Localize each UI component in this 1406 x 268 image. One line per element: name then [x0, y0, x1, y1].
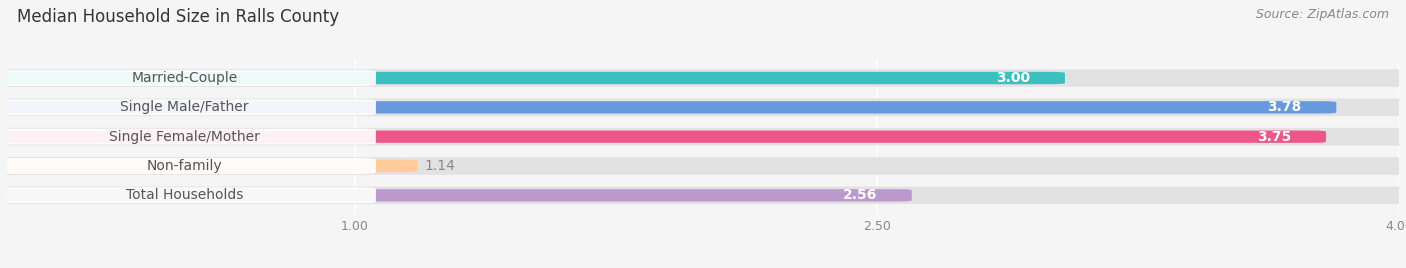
- FancyBboxPatch shape: [0, 187, 375, 203]
- FancyBboxPatch shape: [0, 187, 1406, 204]
- FancyBboxPatch shape: [0, 160, 418, 172]
- FancyBboxPatch shape: [0, 69, 1406, 87]
- Text: Source: ZipAtlas.com: Source: ZipAtlas.com: [1256, 8, 1389, 21]
- FancyBboxPatch shape: [0, 158, 375, 174]
- Text: 3.00: 3.00: [995, 71, 1031, 85]
- Text: Single Female/Mother: Single Female/Mother: [110, 130, 260, 144]
- Text: 3.78: 3.78: [1267, 100, 1302, 114]
- FancyBboxPatch shape: [0, 157, 1406, 175]
- Text: 1.14: 1.14: [425, 159, 456, 173]
- FancyBboxPatch shape: [0, 128, 1406, 146]
- FancyBboxPatch shape: [0, 99, 1406, 116]
- FancyBboxPatch shape: [0, 101, 1336, 114]
- FancyBboxPatch shape: [0, 189, 912, 202]
- Text: Median Household Size in Ralls County: Median Household Size in Ralls County: [17, 8, 339, 26]
- Text: Total Households: Total Households: [125, 188, 243, 202]
- Text: 2.56: 2.56: [842, 188, 877, 202]
- Text: 3.75: 3.75: [1257, 130, 1291, 144]
- Text: Married-Couple: Married-Couple: [131, 71, 238, 85]
- FancyBboxPatch shape: [0, 70, 375, 86]
- Text: Single Male/Father: Single Male/Father: [121, 100, 249, 114]
- Text: Non-family: Non-family: [146, 159, 222, 173]
- FancyBboxPatch shape: [0, 129, 375, 145]
- FancyBboxPatch shape: [0, 131, 1326, 143]
- FancyBboxPatch shape: [0, 72, 1064, 84]
- FancyBboxPatch shape: [0, 99, 375, 115]
